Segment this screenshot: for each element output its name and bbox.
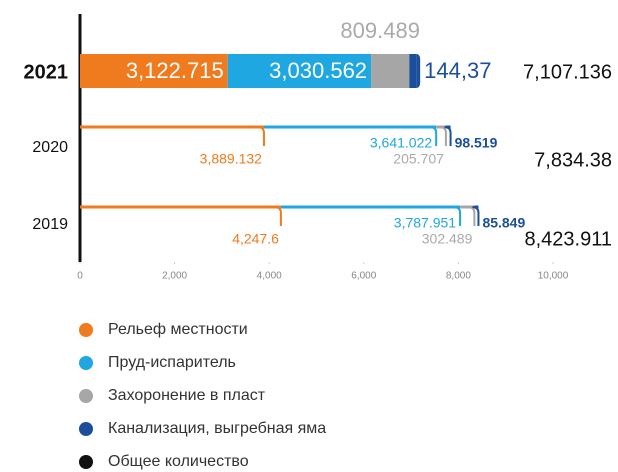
bracket [454, 206, 462, 226]
value-label: 4,247.6 [232, 231, 279, 247]
x-tick-label: 6,000 [351, 271, 376, 282]
category-label: 2019 [32, 216, 68, 233]
bar-segment [80, 125, 264, 129]
bracket [274, 206, 282, 226]
x-tick-label: 0 [77, 271, 83, 282]
bar-cap [416, 54, 421, 88]
value-label: 144,37 [424, 58, 491, 83]
bracket [468, 206, 476, 226]
total-label: 7,834.38 [534, 149, 612, 171]
legend-marker [79, 422, 93, 436]
bar-segment [460, 205, 475, 209]
category-label: 2021 [24, 61, 69, 83]
value-label: 3,787.951 [394, 215, 456, 231]
bracket [257, 126, 265, 146]
value-label: 3,122.715 [126, 58, 224, 83]
x-tick-label: 8,000 [446, 271, 471, 282]
legend-marker [79, 323, 93, 337]
legend-label: Пруд-испаритель [108, 354, 236, 371]
value-label: 3,641.022 [370, 135, 432, 151]
total-label: 8,423.911 [525, 228, 613, 250]
legend-label: Канализация, выгребная яма [108, 420, 326, 437]
bar-segment [80, 205, 281, 209]
legend-marker [79, 356, 93, 370]
bracket [472, 206, 480, 226]
bar-segment [263, 125, 437, 129]
value-label: 809.489 [340, 18, 420, 43]
value-label: 98.519 [455, 135, 498, 151]
bar-segment [280, 205, 461, 209]
value-label: 3,889.132 [200, 151, 262, 167]
legend-marker [79, 455, 93, 469]
legend-label: Рельеф местности [108, 321, 248, 338]
x-tick-label: 2,000 [162, 271, 187, 282]
legend-label: Захоронение в пласт [108, 387, 266, 404]
bracket [430, 126, 438, 146]
x-tick-label: 4,000 [257, 271, 282, 282]
legend-marker [79, 389, 93, 403]
bar-segment [80, 54, 228, 88]
value-label: 302.489 [422, 231, 473, 247]
value-label: 85.849 [482, 215, 525, 231]
bar-segment [409, 54, 417, 88]
total-label: 7,107.136 [523, 61, 612, 83]
x-tick-label: 10,000 [538, 271, 569, 282]
bracket [444, 126, 452, 146]
category-label: 2020 [32, 139, 68, 156]
bar-segment [227, 54, 372, 88]
value-label: 205.707 [393, 151, 444, 167]
value-label: 3,030.562 [269, 58, 367, 83]
legend-label: Общее количество [108, 453, 249, 470]
bar-segment [371, 54, 410, 88]
bracket [439, 126, 447, 146]
